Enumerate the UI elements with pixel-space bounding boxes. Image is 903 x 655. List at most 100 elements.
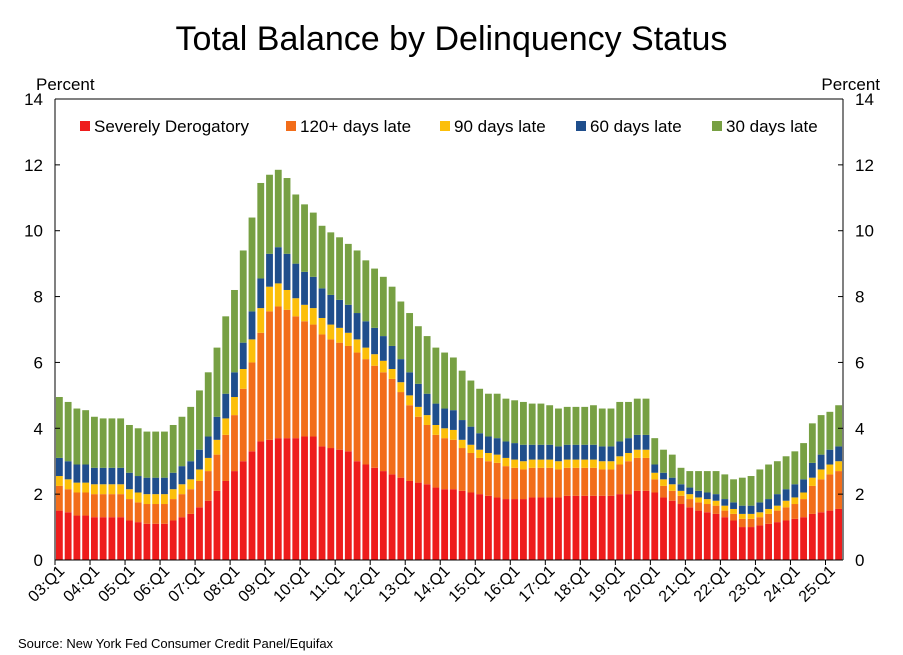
bar-segment-60-days-late [484, 436, 492, 453]
x-tick-label: 16:Q1 [481, 563, 524, 606]
bar-segment-120-days-late [493, 462, 501, 498]
bar-segment-60-days-late [344, 304, 352, 333]
bar-segment-30-days-late [695, 471, 702, 491]
bar-segment-90-days-late [371, 354, 378, 366]
bar-segment-severely-derogatory [248, 451, 256, 560]
bar-segment-30-days-late [660, 449, 667, 473]
bar-segment-90-days-late [546, 459, 554, 468]
bar-segment-90-days-late [327, 324, 335, 340]
bar-segment-30-days-late [765, 464, 772, 500]
bar-segment-30-days-late [222, 316, 230, 394]
bar-segment-30-days-late [782, 456, 790, 490]
x-tick-label: 08:Q1 [200, 563, 243, 606]
bar-segment-severely-derogatory [502, 499, 510, 560]
bar-segment-60-days-late [117, 467, 125, 485]
bar-segment-90-days-late [336, 327, 343, 343]
bar-segment-90-days-late [379, 360, 387, 373]
bar-segment-120-days-late [143, 504, 151, 524]
bar-segment-severely-derogatory [379, 471, 387, 560]
bar-segment-120-days-late [371, 365, 378, 468]
bar-segment-30-days-late [817, 415, 825, 455]
bar-segment-90-days-late [406, 395, 414, 406]
bar-segment-30-days-late [528, 403, 536, 445]
bar-segment-120-days-late [318, 334, 326, 447]
bar-segment-30-days-late [773, 461, 781, 495]
bar-segment-120-days-late [808, 485, 816, 514]
bar-segment-120-days-late [791, 504, 799, 519]
bar-segment-30-days-late [581, 406, 589, 445]
bar-segment-90-days-late [239, 369, 247, 389]
bar-segment-90-days-late [703, 499, 711, 505]
bar-segment-30-days-late [126, 424, 133, 473]
x-tick-label: 22:Q1 [691, 563, 734, 606]
bar-segment-60-days-late [511, 443, 519, 460]
x-tick-label: 06:Q1 [130, 563, 173, 606]
bar-segment-30-days-late [747, 476, 755, 506]
bar-segment-60-days-late [406, 372, 414, 396]
bar-segment-severely-derogatory [152, 523, 160, 560]
bar-segment-90-days-late [274, 283, 282, 307]
bar-segment-severely-derogatory [826, 510, 834, 560]
bar-segment-30-days-late [231, 289, 238, 373]
bar-segment-severely-derogatory [668, 500, 676, 560]
bar-segment-120-days-late [283, 309, 291, 439]
legend: Severely Derogatory 120+ days late 90 days… [80, 117, 818, 136]
bar-segment-120-days-late [344, 345, 352, 452]
bar-segment-90-days-late [721, 505, 729, 511]
y-tick-label-left: 6 [34, 353, 43, 372]
bar-segment-60-days-late [660, 472, 667, 480]
bar-segment-60-days-late [90, 467, 98, 485]
bar-segment-60-days-late [686, 487, 694, 495]
bar-segment-60-days-late [765, 499, 772, 509]
bar-segment-30-days-late [344, 243, 352, 305]
x-tick-label: 09:Q1 [235, 563, 278, 606]
bar-segment-severely-derogatory [134, 522, 142, 560]
bar-segment-60-days-late [432, 403, 440, 425]
bar-segment-120-days-late [467, 452, 475, 493]
bar-segment-60-days-late [502, 441, 510, 458]
bar-segment-severely-derogatory [423, 484, 431, 560]
bar-segment-90-days-late [64, 479, 72, 490]
x-tick-label: 21:Q1 [656, 563, 699, 606]
bar-segment-120-days-late [239, 388, 247, 462]
bar-segment-120-days-late [266, 311, 273, 440]
bar-segment-30-days-late [651, 438, 659, 465]
bar-segment-severely-derogatory [64, 512, 72, 560]
bar-segment-90-days-late [590, 459, 597, 468]
bar-segment-120-days-late [581, 467, 589, 496]
bar-segment-90-days-late [423, 415, 431, 425]
bar-segment-30-days-late [143, 431, 151, 478]
bar-segment-90-days-late [642, 449, 650, 458]
bar-segment-120-days-late [55, 485, 63, 511]
bar-segment-severely-derogatory [231, 471, 238, 560]
bar-segment-120-days-late [108, 494, 116, 518]
bar-segment-60-days-late [712, 494, 720, 501]
bar-segment-120-days-late [660, 485, 667, 498]
bar-segment-30-days-late [266, 174, 273, 254]
bar-segment-60-days-late [773, 494, 781, 506]
bar-segment-90-days-late [161, 494, 168, 505]
bar-segment-severely-derogatory [309, 436, 317, 560]
bar-segment-120-days-late [642, 457, 650, 491]
bar-segment-severely-derogatory [695, 510, 702, 560]
bar-segment-90-days-late [581, 459, 589, 468]
bar-segment-120-days-late [178, 494, 186, 518]
bar-segment-120-days-late [126, 499, 133, 521]
bar-segment-severely-derogatory [738, 527, 746, 560]
bar-segment-severely-derogatory [458, 490, 466, 560]
bar-segment-30-days-late [397, 301, 405, 360]
bar-segment-90-days-late [817, 469, 825, 480]
bar-segment-90-days-late [397, 382, 405, 393]
bar-segment-30-days-late [835, 405, 843, 447]
bar-segment-severely-derogatory [642, 490, 650, 560]
bar-segment-severely-derogatory [318, 446, 326, 560]
bar-segment-60-days-late [625, 438, 632, 453]
bar-segment-30-days-late [309, 212, 317, 277]
bar-segment-90-days-late [55, 476, 63, 486]
bar-segment-60-days-late [283, 253, 291, 290]
bar-segment-60-days-late [563, 444, 571, 460]
bar-segment-90-days-late [765, 508, 772, 514]
bar-segment-30-days-late [301, 204, 308, 272]
bar-segment-30-days-late [318, 225, 326, 289]
bar-segment-severely-derogatory [633, 490, 641, 560]
